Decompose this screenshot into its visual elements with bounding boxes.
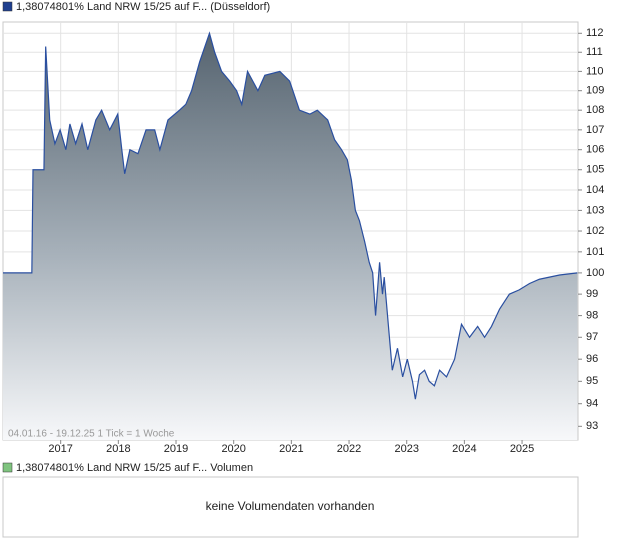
- y-tick-label: 112: [586, 27, 604, 39]
- x-tick-label: 2019: [164, 443, 188, 455]
- y-tick-label: 111: [586, 46, 603, 58]
- y-tick-label: 98: [586, 310, 598, 322]
- x-tick-label: 2020: [221, 443, 245, 455]
- x-tick-label: 2023: [394, 443, 418, 455]
- y-tick-label: 101: [586, 246, 604, 258]
- y-tick-label: 105: [586, 164, 604, 176]
- y-tick-label: 102: [586, 225, 604, 237]
- y-tick-label: 110: [586, 65, 604, 77]
- y-tick-label: 109: [586, 85, 604, 97]
- y-tick-label: 100: [586, 267, 604, 279]
- x-tick-label: 2025: [510, 443, 534, 455]
- x-tick-label: 2022: [337, 443, 361, 455]
- y-tick-label: 96: [586, 353, 598, 365]
- y-tick-label: 107: [586, 124, 604, 136]
- legend-swatch: [2, 1, 13, 12]
- legend-label: 1,38074801% Land NRW 15/25 auf F... (Düs…: [16, 1, 270, 13]
- y-tick-label: 103: [586, 204, 604, 216]
- x-tick-label: 2021: [279, 443, 303, 455]
- y-tick-label: 94: [586, 398, 598, 410]
- legend-label: 1,38074801% Land NRW 15/25 auf F... Volu…: [16, 462, 253, 474]
- y-tick-label: 97: [586, 331, 598, 343]
- y-tick-label: 104: [586, 184, 604, 196]
- line: [3, 31, 578, 400]
- y-tick-label: 108: [586, 104, 604, 116]
- y-tick-label: 95: [586, 375, 598, 387]
- y-tick-label: 106: [586, 144, 604, 156]
- volume-frame: [2, 476, 579, 538]
- x-tick-label: 2017: [48, 443, 72, 455]
- volume-message: keine Volumendaten vorhanden: [206, 499, 375, 513]
- y-tick-label: 99: [586, 288, 598, 300]
- legend-swatch: [2, 462, 13, 473]
- y-tick-label: 93: [586, 420, 598, 432]
- area: [3, 33, 578, 441]
- x-tick-label: 2024: [452, 443, 476, 455]
- info-text: 04.01.16 - 19.12.25 1 Tick = 1 Woche: [8, 429, 175, 440]
- x-tick-label: 2018: [106, 443, 130, 455]
